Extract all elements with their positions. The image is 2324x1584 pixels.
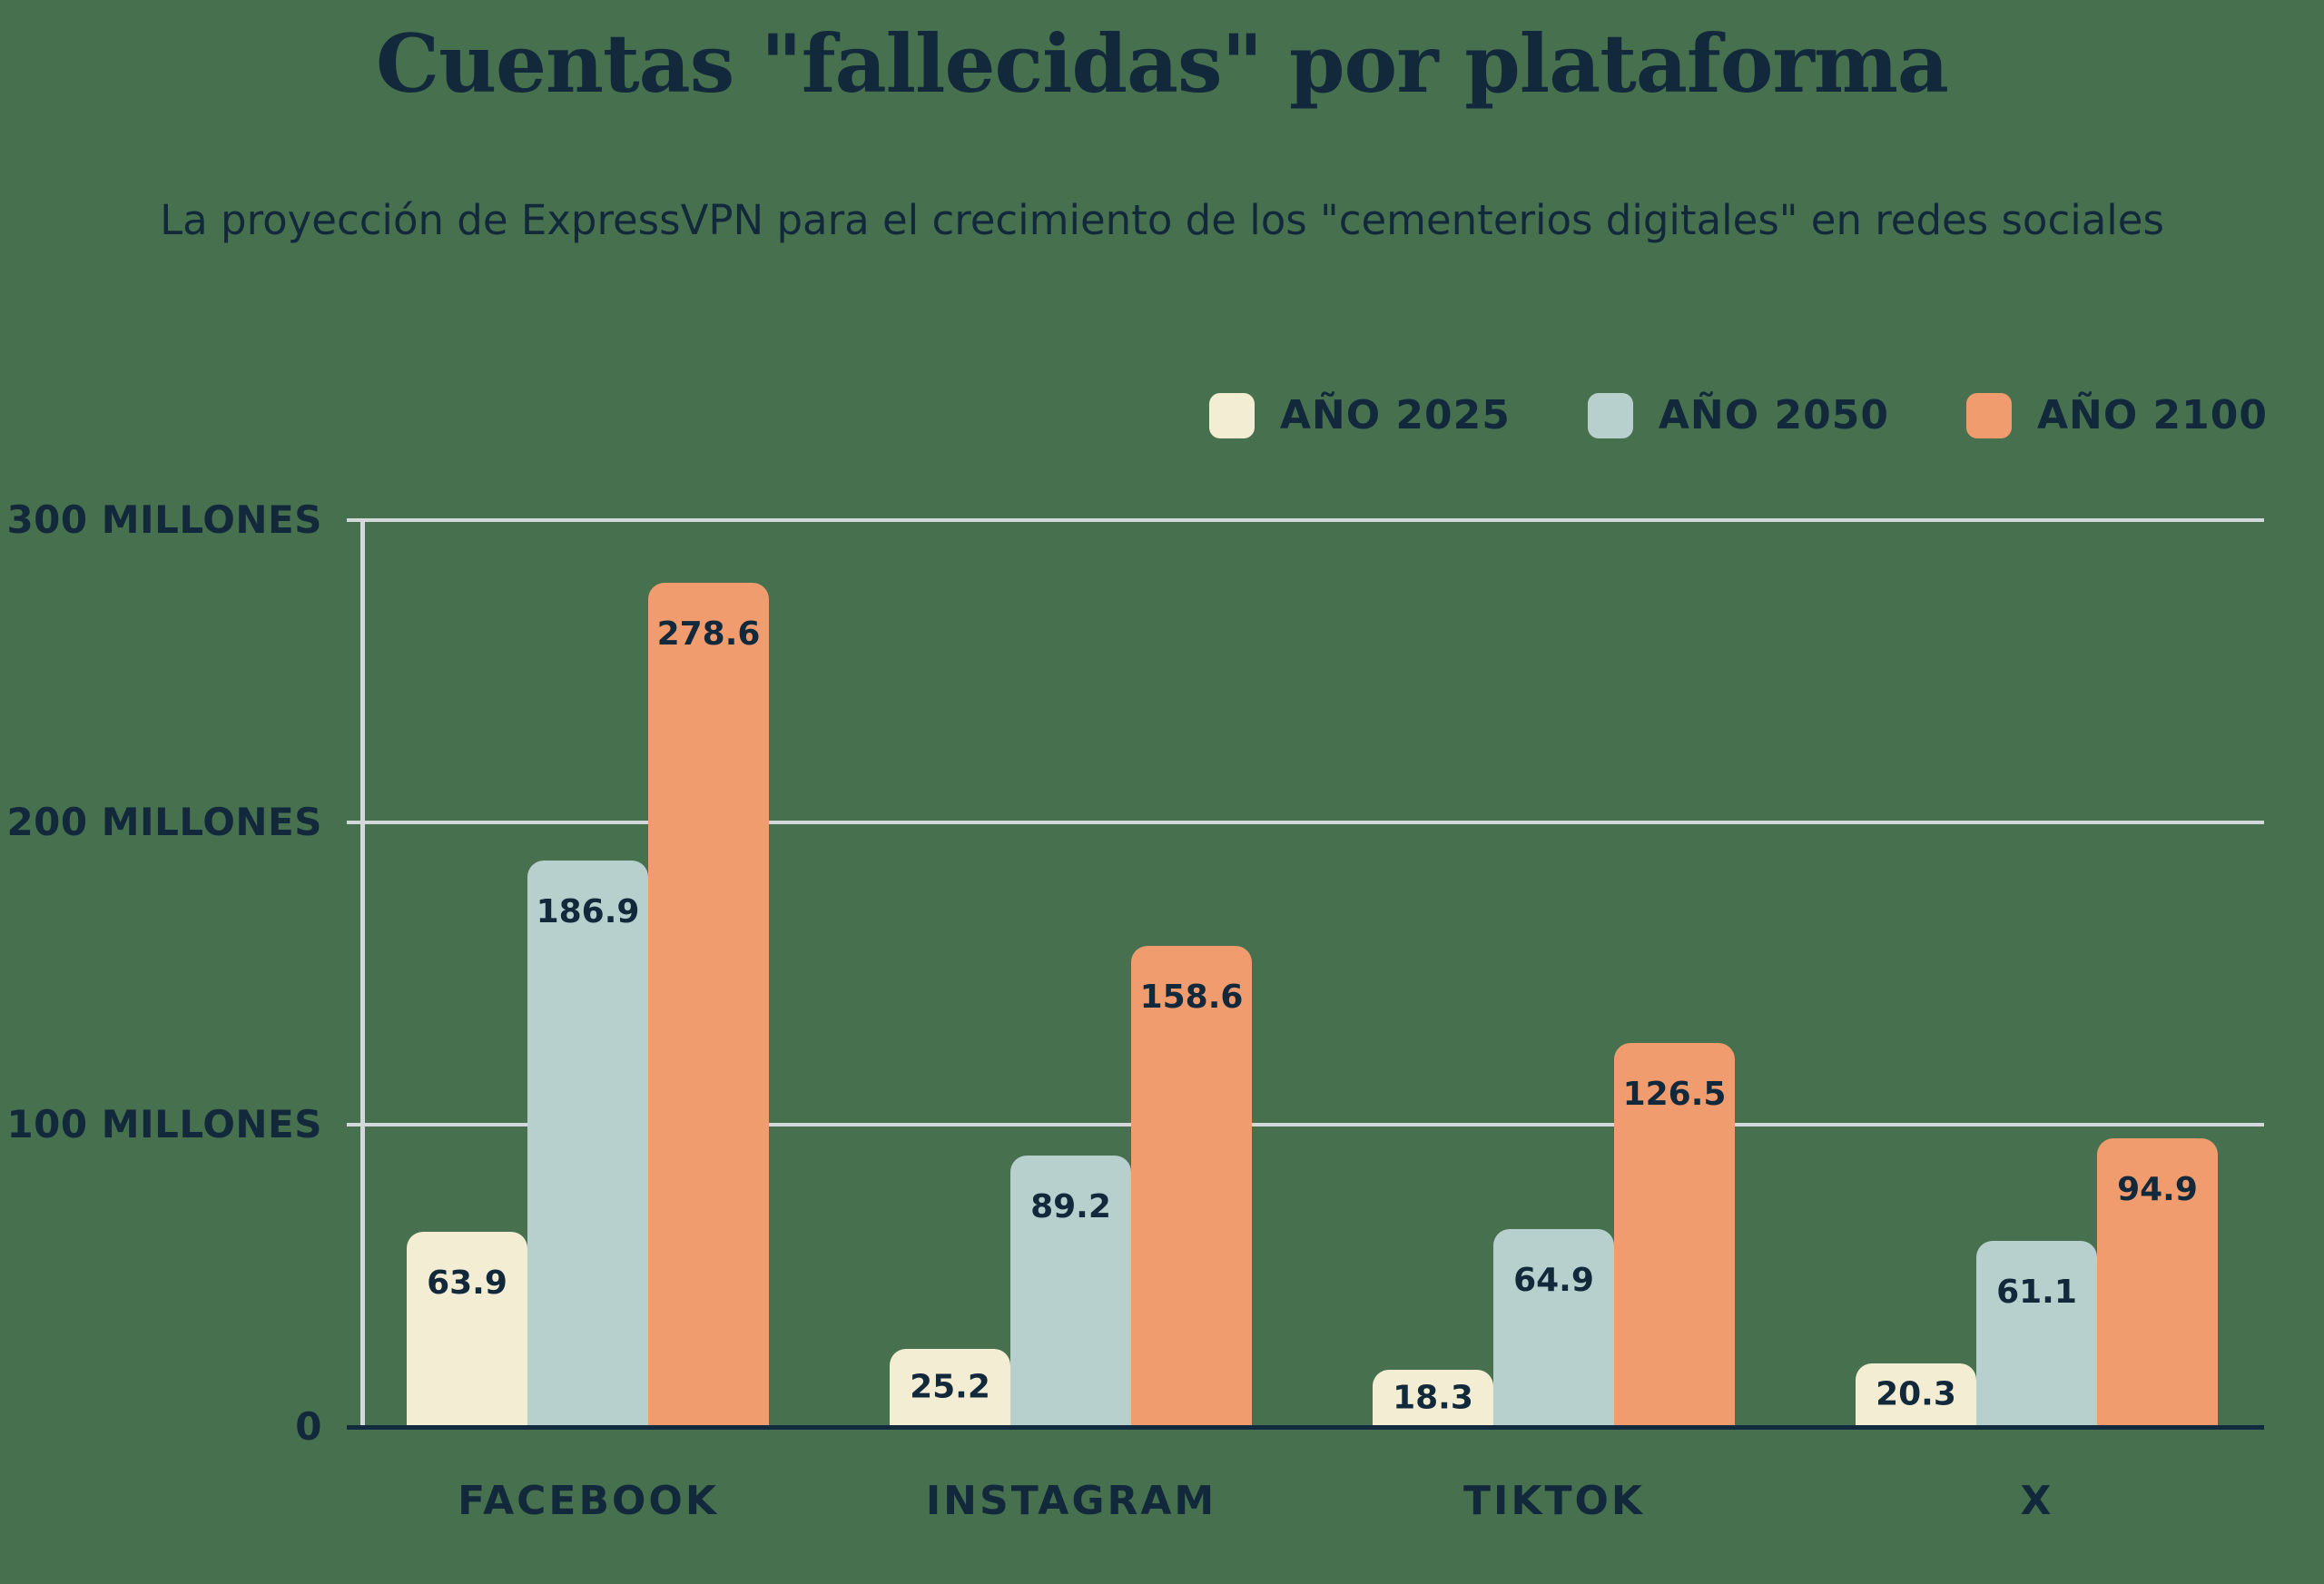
x-axis-line bbox=[347, 1425, 2264, 1430]
bar-value-label: 18.3 bbox=[1393, 1379, 1473, 1416]
bar-value-label: 186.9 bbox=[536, 893, 640, 930]
bar-facebook-a-o-2050: 186.9 bbox=[527, 861, 648, 1425]
legend: AÑO 2025 AÑO 2050 AÑO 2100 bbox=[1208, 392, 2268, 438]
bar-value-label: 278.6 bbox=[656, 615, 761, 653]
y-tick-label-300: 300 MILLONES bbox=[6, 497, 322, 542]
x-category-label-instagram: INSTAGRAM bbox=[925, 1478, 1217, 1524]
bar-value-label: 25.2 bbox=[910, 1368, 990, 1406]
legend-swatch-a-o-2025 bbox=[1208, 392, 1255, 438]
bar-value-label: 61.1 bbox=[1996, 1274, 2077, 1311]
y-tick-label-100: 100 MILLONES bbox=[6, 1102, 322, 1146]
bar-x-a-o-2025: 20.3 bbox=[1856, 1363, 1976, 1425]
legend-item-a-o-2025: AÑO 2025 bbox=[1208, 392, 1511, 438]
bar-value-label: 89.2 bbox=[1030, 1188, 1111, 1225]
bar-x-a-o-2100: 94.9 bbox=[2097, 1138, 2218, 1425]
bar-tiktok-a-o-2025: 18.3 bbox=[1373, 1370, 1493, 1425]
legend-label: AÑO 2100 bbox=[2036, 392, 2268, 438]
x-category-label-facebook: FACEBOOK bbox=[458, 1478, 719, 1524]
bar-value-label: 63.9 bbox=[427, 1264, 507, 1302]
bar-facebook-a-o-2100: 278.6 bbox=[648, 583, 769, 1425]
bar-facebook-a-o-2025: 63.9 bbox=[407, 1232, 527, 1425]
bar-value-label: 64.9 bbox=[1513, 1262, 1594, 1299]
bar-instagram-a-o-2100: 158.6 bbox=[1131, 946, 1252, 1425]
gridline-100 bbox=[347, 1123, 2264, 1127]
y-tick-label-0: 0 bbox=[295, 1404, 322, 1449]
bar-instagram-a-o-2050: 89.2 bbox=[1010, 1156, 1131, 1425]
bar-value-label: 20.3 bbox=[1876, 1375, 1956, 1413]
bar-tiktok-a-o-2100: 126.5 bbox=[1614, 1043, 1735, 1425]
x-category-label-x: X bbox=[2020, 1478, 2054, 1524]
legend-swatch-a-o-2050 bbox=[1587, 392, 1633, 438]
gridline-200 bbox=[347, 821, 2264, 824]
y-tick-label-200: 200 MILLONES bbox=[6, 800, 322, 844]
gridline-300 bbox=[347, 518, 2264, 522]
bar-tiktok-a-o-2050: 64.9 bbox=[1493, 1229, 1614, 1425]
bar-x-a-o-2050: 61.1 bbox=[1976, 1241, 2097, 1425]
legend-label: AÑO 2025 bbox=[1279, 392, 1511, 438]
bar-value-label: 158.6 bbox=[1139, 979, 1244, 1016]
bar-value-label: 94.9 bbox=[2117, 1171, 2198, 1208]
legend-swatch-a-o-2100 bbox=[1965, 392, 2012, 438]
bar-instagram-a-o-2025: 25.2 bbox=[890, 1349, 1010, 1425]
legend-item-a-o-2050: AÑO 2050 bbox=[1587, 392, 1889, 438]
x-category-label-tiktok: TIKTOK bbox=[1463, 1478, 1645, 1524]
bar-value-label: 126.5 bbox=[1622, 1076, 1727, 1113]
chart-subtitle: La proyección de ExpressVPN para el crec… bbox=[160, 196, 2164, 244]
legend-item-a-o-2100: AÑO 2100 bbox=[1965, 392, 2268, 438]
chart-title: Cuentas "fallecidas" por plataforma bbox=[376, 16, 1949, 111]
y-axis-line bbox=[360, 518, 365, 1427]
legend-label: AÑO 2050 bbox=[1658, 392, 1889, 438]
